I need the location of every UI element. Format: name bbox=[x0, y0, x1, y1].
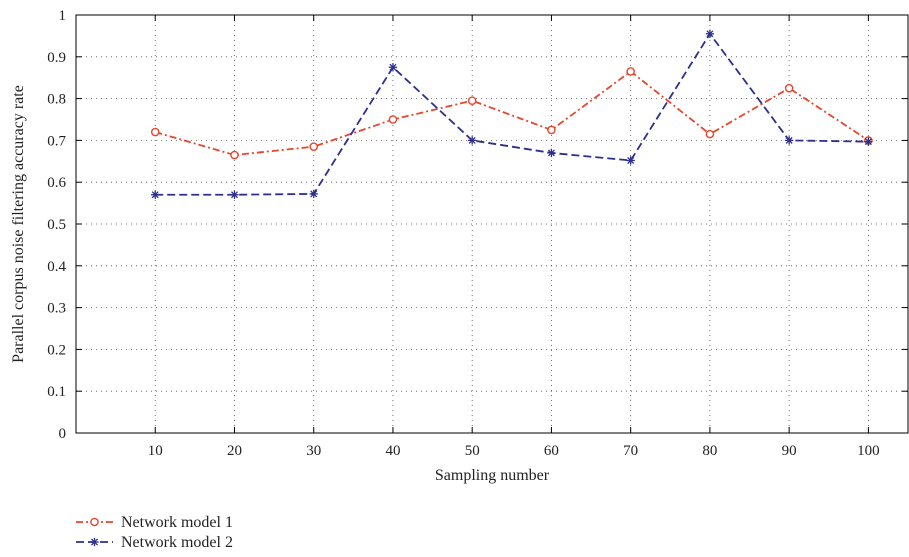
x-tick-label: 60 bbox=[544, 443, 559, 459]
data-point bbox=[626, 156, 635, 165]
x-tick-label: 50 bbox=[465, 443, 480, 459]
x-tick-label: 100 bbox=[857, 443, 880, 459]
data-point bbox=[388, 115, 398, 124]
y-tick-label: 0.4 bbox=[47, 259, 66, 275]
y-tick-label: 1 bbox=[59, 8, 67, 24]
y-axis-label: Parallel corpus noise filtering accuracy… bbox=[10, 85, 27, 363]
series-group bbox=[150, 29, 873, 199]
data-point bbox=[150, 127, 160, 137]
y-tick-label: 0 bbox=[59, 426, 67, 442]
x-tick-label: 20 bbox=[227, 443, 242, 459]
data-point bbox=[626, 67, 635, 76]
data-point bbox=[864, 137, 873, 146]
data-point bbox=[705, 129, 715, 139]
x-tick-label: 40 bbox=[385, 443, 400, 459]
data-point bbox=[705, 29, 715, 39]
legend-item: Network model 2 bbox=[76, 534, 233, 551]
data-point bbox=[230, 190, 239, 199]
legend-label: Network model 1 bbox=[121, 514, 233, 531]
data-point bbox=[784, 83, 794, 93]
data-point bbox=[467, 136, 477, 145]
x-tick-label: 30 bbox=[306, 443, 321, 459]
legend-item: Network model 1 bbox=[76, 514, 233, 531]
legend: Network model 1 Network model 2 bbox=[76, 514, 233, 551]
legend-swatch-marker bbox=[90, 537, 99, 547]
series-line bbox=[154, 70, 869, 156]
x-tick-label: 90 bbox=[782, 443, 797, 459]
y-tick-label: 0.5 bbox=[47, 217, 66, 233]
series-2 bbox=[151, 29, 873, 199]
data-point bbox=[547, 148, 556, 158]
data-point bbox=[547, 125, 556, 135]
data-point bbox=[230, 150, 239, 160]
y-tick-label: 0.6 bbox=[47, 175, 66, 191]
legend-swatch-marker bbox=[90, 517, 99, 527]
y-tick-label: 0.1 bbox=[47, 384, 66, 400]
x-tick-label: 10 bbox=[148, 443, 163, 459]
y-tick-label: 0.8 bbox=[47, 92, 66, 108]
data-point bbox=[151, 190, 160, 199]
data-point bbox=[309, 189, 318, 199]
series-1 bbox=[150, 67, 873, 160]
axis-ticks: 0 0.1 0.2 0.3 0.4 0.5 0.6 0.7 0.8 0.9 1 10 20 30 40 50 6… bbox=[47, 8, 908, 459]
x-tick-label: 80 bbox=[702, 443, 717, 459]
x-tick-label: 70 bbox=[623, 443, 638, 459]
y-tick-label: 0.2 bbox=[47, 342, 66, 358]
data-point bbox=[388, 63, 398, 72]
legend-label: Network model 2 bbox=[121, 534, 233, 551]
grid bbox=[76, 15, 908, 433]
y-tick-label: 0.7 bbox=[47, 133, 66, 149]
y-tick-label: 0.3 bbox=[47, 301, 66, 317]
axis-labels: Sampling number Parallel corpus noise fi… bbox=[10, 85, 550, 484]
data-point bbox=[467, 96, 477, 105]
x-axis-label: Sampling number bbox=[435, 467, 550, 484]
data-point bbox=[309, 142, 319, 151]
y-tick-label: 0.9 bbox=[47, 50, 66, 66]
data-point bbox=[784, 136, 794, 145]
